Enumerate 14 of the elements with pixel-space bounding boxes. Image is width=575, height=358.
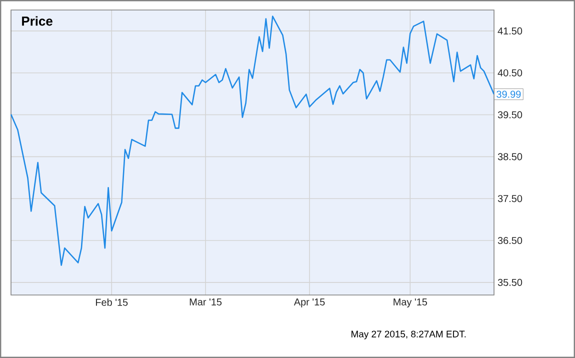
y-tick-label: 36.50 — [498, 236, 522, 244]
y-tick-label: 39.50 — [498, 111, 522, 118]
y-tick-label: 37.50 — [498, 195, 522, 202]
chart-title: Price — [22, 16, 52, 26]
x-tick-label: Apr '15 — [294, 298, 325, 308]
x-tick-label: May '15 — [394, 298, 428, 308]
text: May 27 2015, 8:27AM EDT. — [352, 330, 466, 340]
annotation: 39.99 — [496, 90, 521, 98]
y-tick-label: 38.50 — [498, 153, 522, 160]
y-tick-label: 41.50 — [498, 27, 522, 34]
y-tick-label: 35.50 — [498, 278, 522, 286]
x-tick-label: Mar '15 — [190, 298, 222, 306]
x-tick-label: Feb '15 — [96, 298, 128, 306]
y-tick-label: 40.50 — [498, 69, 522, 76]
